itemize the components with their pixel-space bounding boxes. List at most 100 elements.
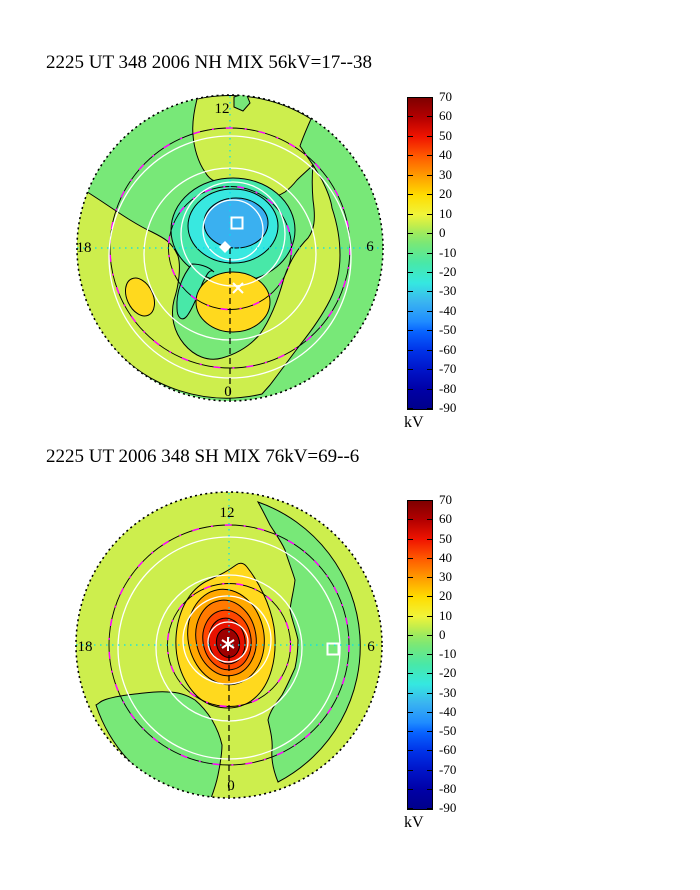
- colorbar-tick-label: 20: [439, 588, 452, 604]
- sh-colorbar-unit: kV: [404, 814, 424, 831]
- colorbar-tick-mark: [408, 408, 413, 409]
- colorbar-tick-mark: [427, 808, 432, 809]
- colorbar-tick-label: 40: [439, 147, 452, 163]
- sh-colorbar: 70 60 50 40 30 20 10 0 -10 -20 -30 -40 -50 -60 -70 -80 -…: [407, 492, 456, 815]
- colorbar-tick-label: 10: [439, 205, 452, 221]
- colorbar-tick-mark: [408, 596, 413, 598]
- colorbar-tick-mark: [427, 788, 432, 790]
- colorbar-tick-label: -40: [439, 703, 457, 719]
- colorbar-tick-mark: [408, 711, 413, 713]
- sh-magenta-circle-outer: [108, 524, 350, 766]
- colorbar-tick-label: -60: [439, 341, 457, 357]
- colorbar-tick-mark: [408, 97, 413, 98]
- colorbar-tick-mark: [408, 310, 413, 312]
- colorbar-tick-mark: [427, 673, 432, 675]
- colorbar-tick-label: -70: [439, 761, 457, 777]
- colorbar-tick-mark: [408, 116, 413, 118]
- sh-label-18: 18: [78, 639, 93, 655]
- colorbar-tick-label: -20: [439, 665, 457, 681]
- colorbar-tick-mark: [408, 769, 413, 771]
- colorbar-tick-mark: [408, 750, 413, 752]
- nh-colorbar: 70 60 50 40 30 20 10 0 -10 -20 -30 -40 -50 -60 -70 -80 -…: [407, 89, 456, 415]
- colorbar-tick-mark: [408, 577, 413, 578]
- colorbar-tick-mark: [427, 174, 432, 176]
- sh-min-square-marker: [326, 642, 340, 656]
- colorbar-tick-label: 70: [439, 492, 452, 507]
- nh-center-diamond-marker: [219, 241, 231, 253]
- colorbar-tick-label: 60: [439, 108, 452, 124]
- sh-outer-boundary: [75, 491, 383, 799]
- colorbar-tick-label: -70: [439, 361, 457, 377]
- colorbar-tick-label: 70: [439, 89, 452, 104]
- nh-outer-boundary: [76, 94, 384, 402]
- colorbar-tick-mark: [427, 634, 432, 636]
- colorbar-tick-mark: [408, 634, 413, 636]
- nh-magenta-circle-inner: [167, 185, 293, 311]
- colorbar-tick-mark: [427, 408, 432, 409]
- colorbar-tick-mark: [408, 808, 413, 809]
- nh-label-0: 0: [224, 384, 232, 400]
- colorbar-tick-mark: [427, 615, 432, 617]
- colorbar-tick-mark: [427, 291, 432, 293]
- colorbar-tick-mark: [408, 174, 413, 176]
- colorbar-tick-mark: [408, 654, 413, 655]
- colorbar-tick-mark: [408, 233, 413, 235]
- colorbar-tick-mark: [427, 310, 432, 312]
- colorbar-tick-mark: [427, 692, 432, 694]
- colorbar-tick-mark: [427, 97, 432, 98]
- sh-max-asterisk-marker: [221, 637, 235, 651]
- colorbar-tick-mark: [427, 557, 432, 559]
- nh-max-x-marker: [232, 282, 244, 294]
- nh-colorbar-gradient: [407, 97, 433, 410]
- sh-plot-title: 2225 UT 2006 348 SH MIX 76kV=69--6: [46, 446, 360, 467]
- sh-magenta-circle-inner: [166, 582, 292, 708]
- colorbar-tick-mark: [427, 519, 432, 521]
- colorbar-tick-mark: [408, 673, 413, 675]
- colorbar-tick-mark: [427, 500, 432, 501]
- colorbar-tick-label: 20: [439, 186, 452, 202]
- colorbar-tick-mark: [408, 369, 413, 371]
- colorbar-tick-label: -30: [439, 283, 457, 299]
- colorbar-tick-mark: [408, 692, 413, 694]
- colorbar-tick-mark: [427, 349, 432, 351]
- colorbar-tick-mark: [408, 194, 413, 196]
- colorbar-tick-label: 50: [439, 127, 452, 143]
- colorbar-tick-mark: [427, 388, 432, 390]
- colorbar-tick-mark: [408, 388, 413, 390]
- nh-label-12: 12: [215, 101, 230, 117]
- nh-min-square-marker: [230, 216, 244, 230]
- colorbar-tick-mark: [427, 731, 432, 732]
- colorbar-tick-label: 0: [439, 225, 446, 241]
- colorbar-tick-mark: [408, 557, 413, 559]
- colorbar-tick-mark: [408, 291, 413, 293]
- colorbar-tick-label: -90: [439, 800, 457, 815]
- colorbar-tick-mark: [427, 711, 432, 713]
- colorbar-tick-mark: [408, 500, 413, 501]
- nh-small-blob: [233, 95, 251, 112]
- colorbar-tick-label: -20: [439, 263, 457, 279]
- sh-polar-plot: 12 18 6 0: [75, 491, 383, 799]
- colorbar-tick-label: -60: [439, 742, 457, 758]
- colorbar-tick-mark: [408, 135, 413, 137]
- colorbar-tick-label: 0: [439, 626, 446, 642]
- colorbar-tick-label: -30: [439, 684, 457, 700]
- colorbar-tick-mark: [408, 330, 413, 332]
- colorbar-tick-mark: [427, 369, 432, 371]
- colorbar-tick-mark: [427, 213, 432, 215]
- colorbar-tick-label: -80: [439, 780, 457, 796]
- colorbar-tick-mark: [427, 194, 432, 196]
- sh-colorbar-gradient: [407, 500, 433, 810]
- colorbar-tick-mark: [427, 233, 432, 235]
- colorbar-tick-mark: [408, 519, 413, 521]
- colorbar-tick-mark: [408, 155, 413, 157]
- colorbar-tick-mark: [408, 788, 413, 790]
- colorbar-tick-label: 60: [439, 511, 452, 527]
- colorbar-tick-mark: [427, 654, 432, 655]
- colorbar-tick-label: -10: [439, 244, 457, 260]
- colorbar-tick-label: 10: [439, 607, 452, 623]
- sh-label-12: 12: [220, 505, 235, 521]
- colorbar-tick-label: -40: [439, 302, 457, 318]
- colorbar-tick-mark: [427, 155, 432, 157]
- nh-label-6: 6: [366, 239, 374, 255]
- colorbar-tick-mark: [427, 271, 432, 273]
